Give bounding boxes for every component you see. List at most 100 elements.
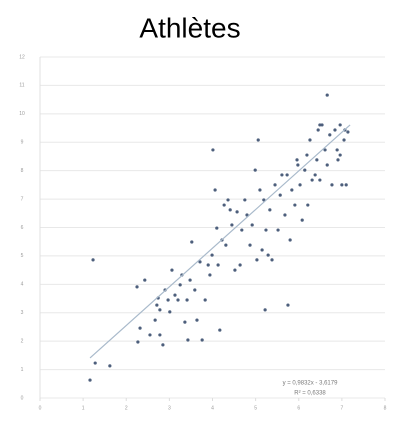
point	[222, 203, 226, 207]
point	[188, 278, 192, 282]
point	[258, 188, 262, 192]
point	[273, 183, 277, 187]
point	[298, 183, 302, 187]
point	[161, 343, 165, 347]
point	[325, 163, 329, 167]
y-tick-label: 5	[21, 253, 24, 259]
point	[342, 138, 346, 142]
point	[240, 228, 244, 232]
point	[316, 128, 320, 132]
point	[296, 163, 300, 167]
point	[276, 228, 280, 232]
point	[260, 248, 264, 252]
x-tick-label: 2	[125, 405, 128, 411]
point	[346, 130, 350, 134]
point	[243, 198, 247, 202]
point	[264, 228, 268, 232]
point	[91, 258, 95, 262]
point	[253, 168, 257, 172]
point	[228, 208, 232, 212]
point	[158, 308, 162, 312]
point	[193, 288, 197, 292]
y-tick-label: 4	[21, 282, 24, 288]
x-tick-label: 3	[168, 405, 171, 411]
point	[303, 168, 307, 172]
point	[318, 178, 322, 182]
x-tick-label: 7	[340, 405, 343, 411]
point	[268, 208, 272, 212]
point	[170, 268, 174, 272]
point	[308, 138, 312, 142]
point	[328, 133, 332, 137]
y-tick-label: 0	[21, 395, 24, 401]
point	[143, 278, 147, 282]
point	[190, 240, 194, 244]
point	[235, 210, 239, 214]
point	[293, 203, 297, 207]
y-tick-label: 9	[21, 140, 24, 146]
point	[224, 243, 228, 247]
point	[255, 258, 259, 262]
point	[213, 188, 217, 192]
point	[136, 340, 140, 344]
x-tick-label: 5	[254, 405, 257, 411]
point	[153, 318, 157, 322]
point	[93, 361, 97, 365]
point	[108, 364, 112, 368]
point	[270, 258, 274, 262]
y-tick-label: 6	[21, 225, 24, 231]
point	[280, 173, 284, 177]
point	[158, 333, 162, 337]
point	[138, 326, 142, 330]
point	[330, 183, 334, 187]
point	[230, 223, 234, 227]
point	[206, 263, 210, 267]
chart-title: Athlètes	[139, 12, 240, 43]
point	[290, 188, 294, 192]
trendline	[89, 124, 351, 359]
point	[168, 310, 172, 314]
y-tick-label: 7	[21, 196, 24, 202]
y-tick-label: 11	[19, 83, 24, 89]
y-tick-label: 2	[21, 338, 24, 344]
y-tick-label: 1	[21, 367, 24, 373]
point	[203, 298, 207, 302]
point	[208, 273, 212, 277]
point	[233, 268, 237, 272]
equation: R² = 0,6338	[294, 391, 326, 397]
x-tick-label: 4	[211, 405, 214, 411]
point	[238, 263, 242, 267]
point	[283, 213, 287, 217]
point	[300, 218, 304, 222]
point	[211, 148, 215, 152]
point	[215, 226, 219, 230]
point	[216, 263, 220, 267]
point	[248, 243, 252, 247]
point	[263, 308, 267, 312]
point	[256, 138, 260, 142]
point	[88, 378, 92, 382]
point	[325, 93, 329, 97]
point	[335, 148, 339, 152]
point	[218, 328, 222, 332]
point	[250, 223, 254, 227]
point	[135, 285, 139, 289]
point	[266, 253, 270, 257]
point	[333, 128, 337, 132]
point	[306, 203, 310, 207]
x-tick-label: 1	[82, 405, 85, 411]
y-tick-label: 8	[21, 168, 24, 174]
point	[198, 260, 202, 264]
y-tick-label: 12	[19, 54, 25, 60]
point	[344, 183, 348, 187]
equation: y = 0,9832x - 3,6179	[283, 381, 339, 387]
x-tick-label: 6	[297, 405, 300, 411]
y-tick-label: 3	[21, 310, 24, 316]
point	[185, 298, 189, 302]
point	[186, 338, 190, 342]
point	[310, 178, 314, 182]
point	[183, 320, 187, 324]
point	[226, 198, 230, 202]
point	[210, 253, 214, 257]
